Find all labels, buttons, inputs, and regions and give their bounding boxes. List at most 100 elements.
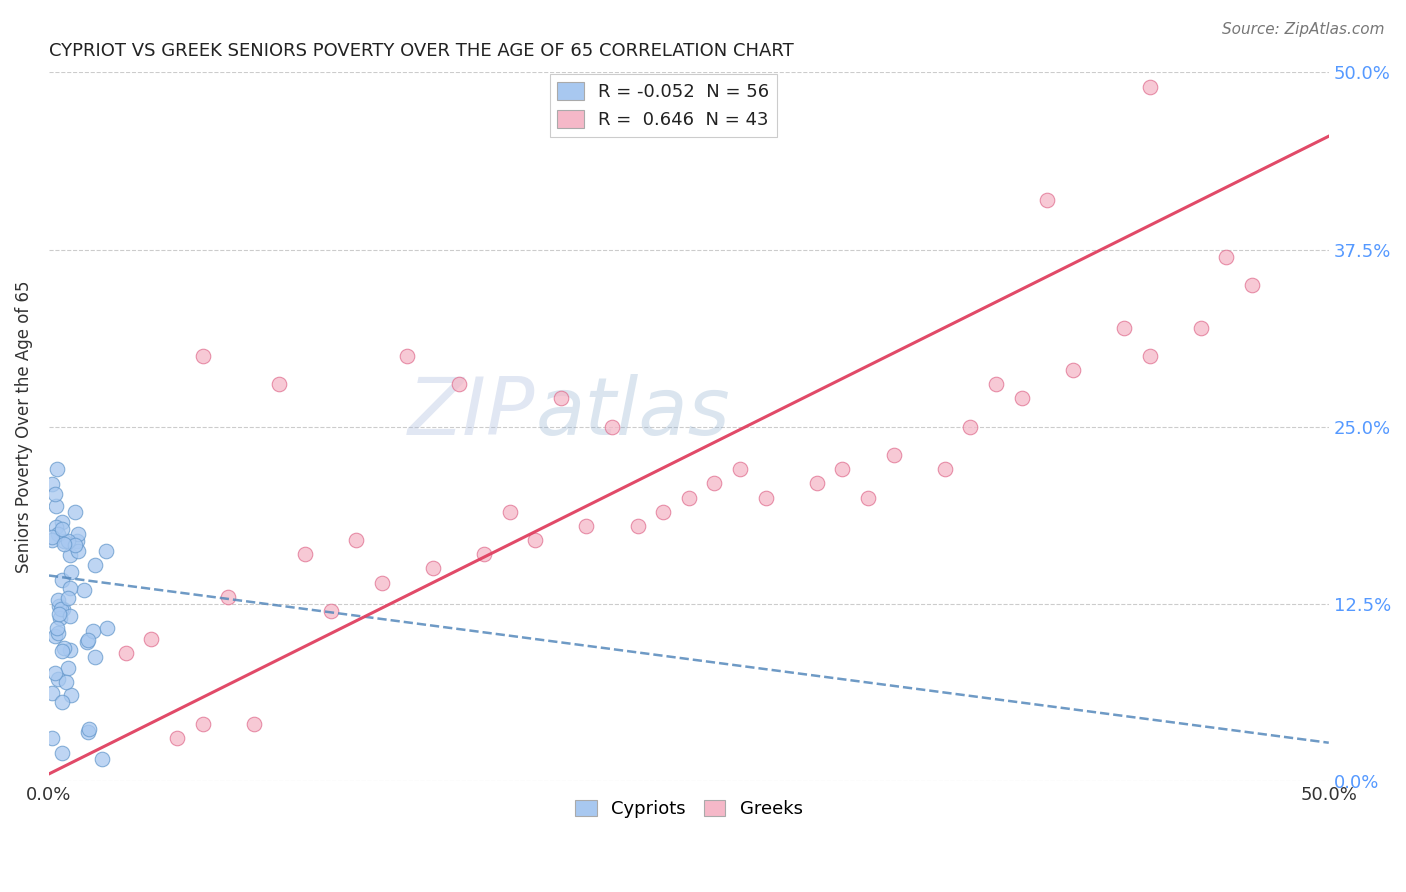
Point [191, 349, 214, 363]
Point [703, 476, 725, 491]
Point [49, 602, 72, 616]
Point [984, 377, 1007, 392]
Point [51, 522, 73, 536]
Point [52, 641, 75, 656]
Point [84, 558, 107, 572]
Point [63, 505, 86, 519]
Point [63, 538, 86, 552]
Point [96, 544, 118, 558]
Point [883, 448, 905, 462]
Point [51, 644, 73, 658]
Point [44, 487, 66, 501]
Point [728, 462, 751, 476]
Point [84, 650, 107, 665]
Point [600, 419, 623, 434]
Point [91, 752, 114, 766]
Point [52, 537, 75, 551]
Point [166, 731, 188, 746]
Point [856, 491, 879, 505]
Point [41, 533, 63, 547]
Point [48, 599, 70, 614]
Point [41, 531, 63, 545]
Point [575, 519, 598, 533]
Point [66, 544, 89, 558]
Point [53, 534, 76, 549]
Point [59, 581, 82, 595]
Point [51, 746, 73, 760]
Point [48, 625, 70, 640]
Point [550, 392, 572, 406]
Point [82, 624, 104, 639]
Point [41, 686, 63, 700]
Text: CYPRIOT VS GREEK SENIORS POVERTY OVER THE AGE OF 65 CORRELATION CHART: CYPRIOT VS GREEK SENIORS POVERTY OVER TH… [49, 42, 794, 60]
Text: atlas: atlas [536, 374, 730, 451]
Text: ZIP: ZIP [408, 374, 536, 451]
Point [45, 499, 67, 513]
Point [499, 505, 522, 519]
Point [56, 661, 79, 675]
Point [678, 491, 700, 505]
Point [59, 643, 82, 657]
Point [59, 608, 82, 623]
Point [1011, 392, 1033, 406]
Point [114, 647, 136, 661]
Point [48, 527, 70, 541]
Point [77, 632, 100, 647]
Point [58, 548, 80, 562]
Point [396, 349, 419, 363]
Point [96, 621, 118, 635]
Point [242, 717, 264, 731]
Point [422, 561, 444, 575]
Point [66, 534, 89, 549]
Point [344, 533, 367, 547]
Point [46, 672, 69, 686]
Point [191, 717, 214, 731]
Point [48, 611, 70, 625]
Point [41, 731, 63, 746]
Point [44, 665, 66, 680]
Point [44, 629, 66, 643]
Point [269, 377, 291, 392]
Point [217, 590, 239, 604]
Point [48, 607, 70, 621]
Point [934, 462, 956, 476]
Point [755, 491, 778, 505]
Point [319, 604, 342, 618]
Point [1062, 363, 1084, 377]
Point [806, 476, 828, 491]
Point [51, 515, 73, 529]
Point [1139, 79, 1161, 94]
Point [831, 462, 853, 476]
Point [1189, 320, 1212, 334]
Point [51, 574, 73, 588]
Point [59, 688, 82, 702]
Point [1139, 349, 1161, 363]
Legend: Cypriots, Greeks: Cypriots, Greeks [568, 792, 810, 825]
Point [652, 505, 675, 519]
Point [67, 527, 90, 541]
Text: Source: ZipAtlas.com: Source: ZipAtlas.com [1222, 22, 1385, 37]
Point [46, 592, 69, 607]
Point [524, 533, 547, 547]
Point [141, 632, 163, 647]
Y-axis label: Seniors Poverty Over the Age of 65: Seniors Poverty Over the Age of 65 [15, 280, 32, 573]
Point [77, 723, 100, 737]
Point [45, 462, 67, 476]
Point [447, 377, 470, 392]
Point [1036, 193, 1059, 207]
Point [56, 533, 79, 548]
Point [1240, 278, 1263, 293]
Point [52, 601, 75, 615]
Point [45, 620, 67, 634]
Point [76, 724, 98, 739]
Point [76, 634, 98, 648]
Point [1112, 320, 1135, 334]
Point [41, 476, 63, 491]
Point [627, 519, 650, 533]
Point [1215, 250, 1237, 264]
Point [60, 565, 83, 579]
Point [73, 583, 96, 598]
Point [56, 591, 79, 606]
Point [472, 547, 495, 561]
Point [55, 674, 77, 689]
